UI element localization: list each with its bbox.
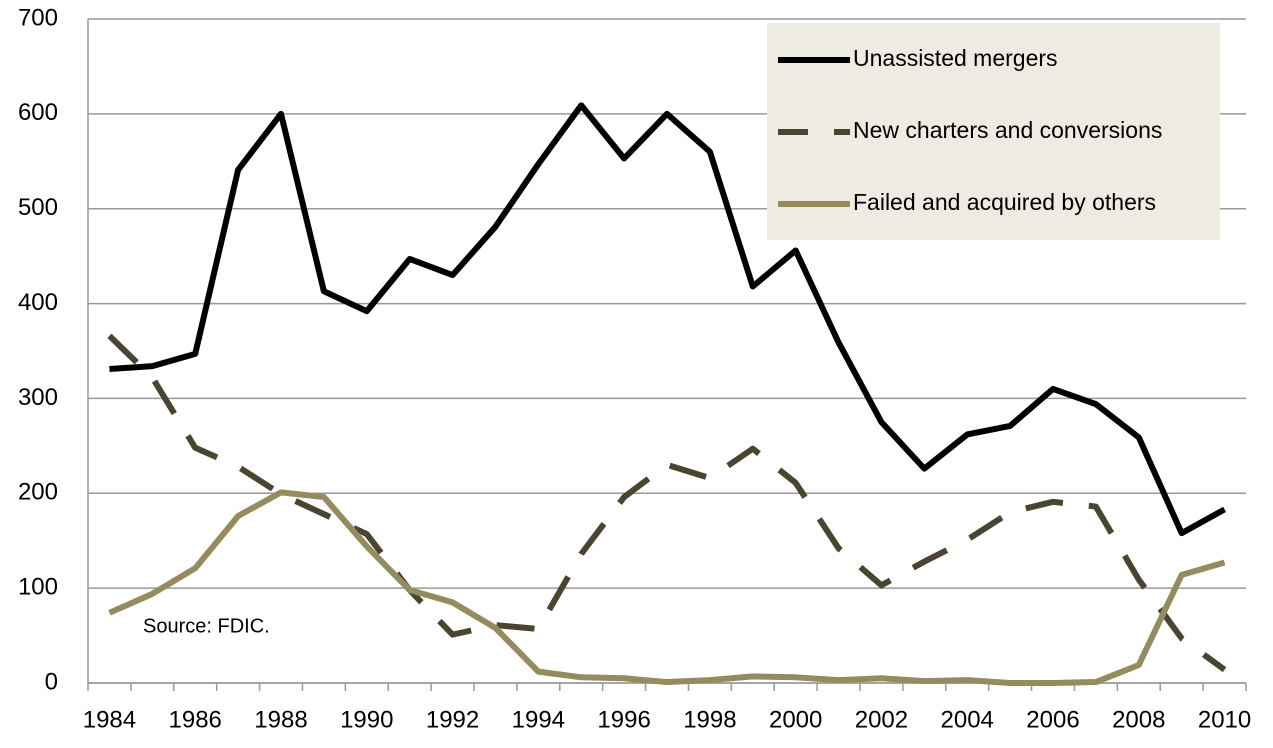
y-tick-label: 600 — [18, 99, 58, 126]
x-tick-label: 1994 — [512, 706, 565, 733]
x-tick-label: 2002 — [855, 706, 908, 733]
x-tick-label: 2004 — [941, 706, 994, 733]
x-tick-label: 1990 — [340, 706, 393, 733]
x-tick-label: 2000 — [769, 706, 822, 733]
y-tick-label: 200 — [18, 479, 58, 506]
y-tick-label: 0 — [45, 668, 58, 695]
x-tick-label: 2006 — [1026, 706, 1079, 733]
legend-label: Failed and acquired by others — [853, 189, 1156, 215]
x-tick-label: 1998 — [683, 706, 736, 733]
x-tick-label: 1986 — [169, 706, 222, 733]
x-tick-label: 2010 — [1198, 706, 1251, 733]
y-tick-label: 100 — [18, 573, 58, 600]
y-tick-label: 700 — [18, 4, 58, 31]
y-tick-label: 300 — [18, 384, 58, 411]
y-tick-label: 500 — [18, 194, 58, 221]
series-line — [108, 489, 1226, 686]
x-tick-label: 1992 — [426, 706, 479, 733]
legend-label: New charters and conversions — [853, 117, 1162, 143]
series-line — [109, 102, 1227, 537]
annotation: Source: FDIC. — [143, 615, 270, 637]
legend-label: Unassisted mergers — [853, 45, 1058, 71]
x-tick-label: 2008 — [1112, 706, 1165, 733]
x-tick-label: 1988 — [254, 706, 307, 733]
series-line — [107, 333, 1227, 673]
y-tick-label: 400 — [18, 289, 58, 316]
x-tick-label: 1984 — [83, 706, 136, 733]
x-tick-label: 1996 — [597, 706, 650, 733]
